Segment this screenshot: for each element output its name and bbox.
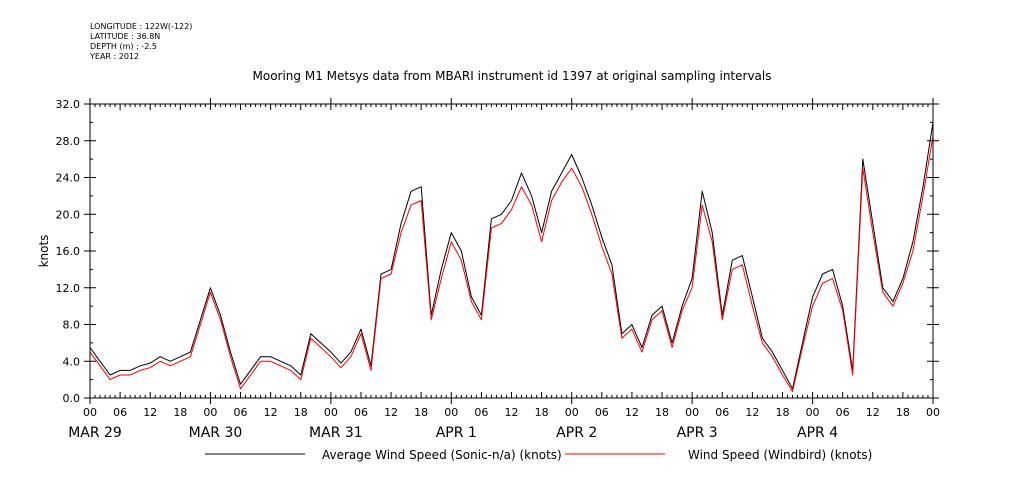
series-line-sonic (89, 122, 934, 390)
x-tick-label: 18 (655, 406, 669, 419)
x-day-label: MAR 31 (309, 425, 363, 441)
x-tick-label: 00 (806, 406, 820, 419)
x-day-label: APR 4 (797, 425, 838, 441)
x-tick-label: 12 (264, 406, 278, 419)
x-tick-label: 12 (745, 406, 759, 419)
x-tick-label: 12 (625, 406, 639, 419)
y-tick-label: 4.0 (63, 355, 81, 368)
longitude-label: LONGITUDE : 122W(-122) (90, 22, 193, 31)
latitude-label: LATITUDE : 36.8N (90, 32, 161, 41)
x-tick-label: 18 (414, 406, 428, 419)
x-tick-label: 18 (294, 406, 308, 419)
x-tick-label: 06 (234, 406, 248, 419)
y-tick-label: 16.0 (56, 245, 81, 258)
x-tick-label: 18 (775, 406, 789, 419)
series-group (89, 122, 934, 393)
legend-label-windbird: Wind Speed (Windbird) (knots) (688, 448, 872, 462)
x-tick-label: 00 (203, 406, 217, 419)
x-tick-label: 18 (535, 406, 549, 419)
x-day-label: MAR 29 (68, 425, 122, 441)
x-tick-label: 00 (444, 406, 458, 419)
axis-ticks: 00 06 12 18 00 06 12 18 00 06 12 18 00 06 12 18 00 06 12 18… (56, 98, 940, 441)
y-tick-label: 12.0 (56, 282, 81, 295)
x-tick-label: 12 (505, 406, 519, 419)
x-tick-label: 06 (595, 406, 609, 419)
y-tick-label: 32.0 (56, 98, 81, 111)
y-tick-label: 24.0 (56, 172, 81, 185)
metadata-block: LONGITUDE : 122W(-122) LATITUDE : 36.8N … (90, 22, 192, 62)
x-day-label: APR 3 (677, 425, 718, 441)
y-tick-label: 28.0 (56, 135, 81, 148)
x-day-label: APR 1 (436, 425, 477, 441)
series-line-windbird (89, 136, 934, 393)
year-label: YEAR : 2012 (90, 52, 140, 61)
x-tick-label: 06 (836, 406, 850, 419)
y-tick-label: 8.0 (63, 319, 81, 332)
y-axis-label: knots (37, 235, 51, 268)
x-tick-label: 06 (474, 406, 488, 419)
legend-label-sonic: Average Wind Speed (Sonic-n/a) (knots) (322, 448, 562, 462)
x-tick-label: 06 (715, 406, 729, 419)
x-tick-label: 00 (926, 406, 940, 419)
x-tick-label: 18 (896, 406, 910, 419)
chart-title: Mooring M1 Metsys data from MBARI instru… (253, 69, 772, 83)
x-tick-label: 12 (384, 406, 398, 419)
x-tick-label: 06 (354, 406, 368, 419)
x-tick-label: 00 (83, 406, 97, 419)
y-tick-label: 0.0 (63, 392, 81, 405)
x-tick-label: 00 (324, 406, 338, 419)
x-tick-label: 18 (173, 406, 187, 419)
x-tick-label: 12 (143, 406, 157, 419)
legend: Average Wind Speed (Sonic-n/a) (knots) W… (205, 448, 872, 462)
y-tick-label: 20.0 (56, 208, 81, 221)
x-tick-label: 12 (866, 406, 880, 419)
x-tick-label: 00 (565, 406, 579, 419)
x-day-label: APR 2 (556, 425, 597, 441)
x-day-label: MAR 30 (189, 425, 243, 441)
x-tick-label: 00 (685, 406, 699, 419)
plot-frame (89, 103, 934, 399)
x-tick-label: 06 (113, 406, 127, 419)
depth-label: DEPTH (m) : -2.5 (90, 42, 157, 51)
